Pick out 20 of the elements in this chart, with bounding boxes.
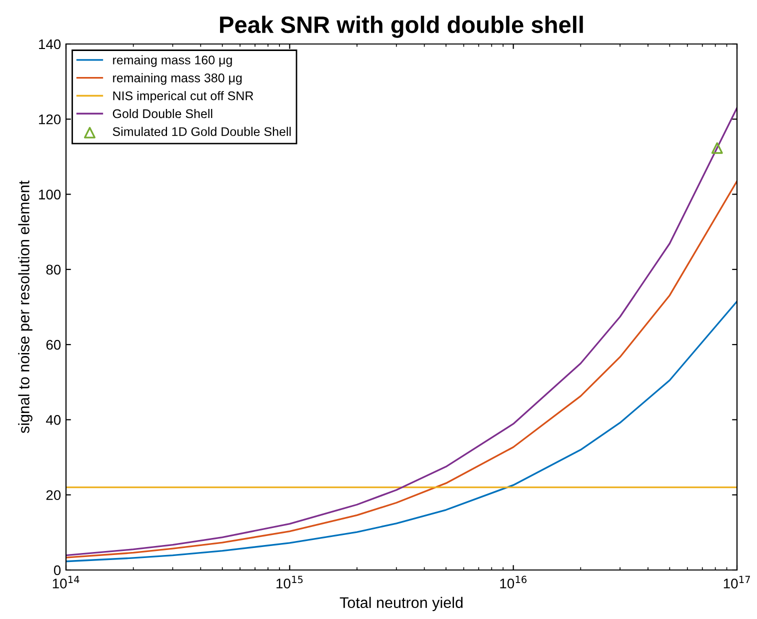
legend-label: Gold Double Shell [112, 108, 212, 118]
y-tick-label: 140 [39, 39, 61, 50]
chart-title: Peak SNR with gold double shell [220, 16, 583, 38]
y-tick-label: 0 [54, 565, 61, 576]
x-tick-label: 10$^{16}$ [500, 576, 527, 588]
legend-label: remaining mass 380 μg [113, 73, 242, 85]
y-tick-label: 80 [46, 264, 61, 275]
y-axis-title: signal to noise per resolution element [18, 180, 32, 434]
y-tick-label: 100 [39, 190, 61, 200]
y-tick-label: 20 [46, 490, 61, 500]
x-tick-label: 10$^{15}$ [276, 576, 303, 588]
y-tick-label: 40 [46, 415, 61, 425]
y-tick-label: 60 [46, 340, 61, 350]
y-tick-label: 120 [39, 114, 61, 124]
legend-label: Simulated 1D Gold Double Shell [112, 126, 291, 136]
legend-label: NIS imperical cut off SNR [113, 91, 254, 103]
x-tick-label: 10$^{14}$ [52, 576, 80, 588]
x-tick-label: 10$^{17}$ [724, 576, 750, 588]
x-axis-title: Total neutron yield [340, 596, 463, 612]
legend-label: remaing mass 160 μg [113, 55, 232, 67]
